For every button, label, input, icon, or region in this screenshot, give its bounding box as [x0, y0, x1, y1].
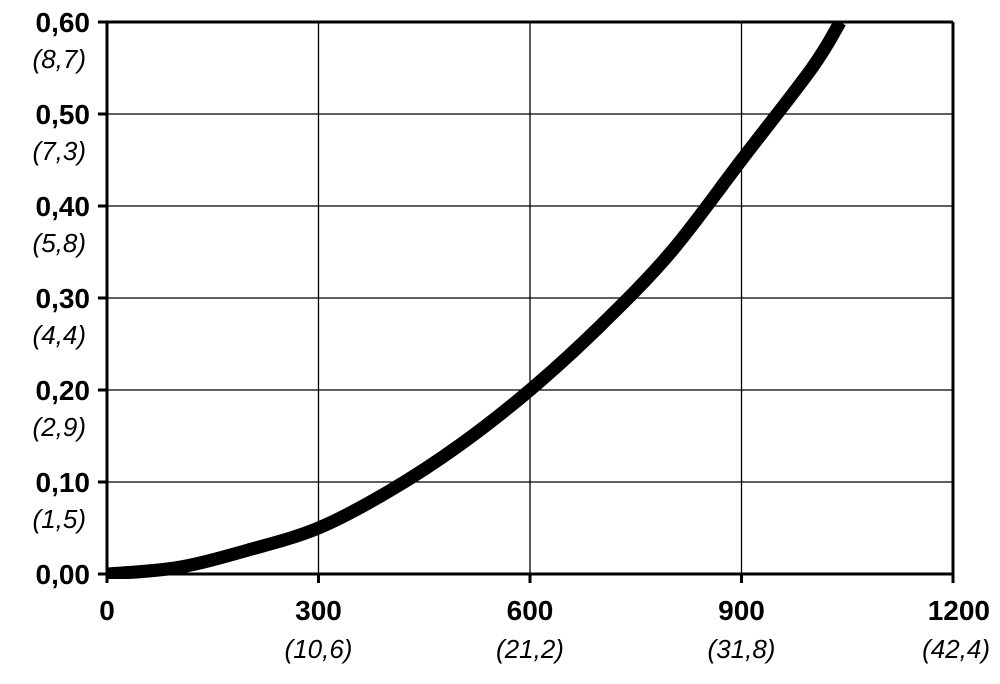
x-tick-sublabel: (42,4) [922, 634, 990, 664]
y-tick-sublabel: (5,8) [33, 228, 86, 258]
x-tick-label: 1200 [928, 595, 990, 626]
y-axis-ticks: 0,00 0,10 (1,5) 0,20 (2,9) 0,30 (4,4) 0,40 (5,8)… [33, 7, 107, 590]
y-tick-label: 0,00 [36, 559, 91, 590]
series-line [107, 21, 846, 579]
y-tick-sublabel: (1,5) [33, 504, 86, 534]
x-tick-sublabel: (21,2) [496, 634, 564, 664]
x-tick-label: 300 [295, 595, 342, 626]
y-tick-label: 0,60 [36, 7, 91, 38]
x-tick-label: 0 [99, 595, 115, 626]
grid [107, 22, 953, 574]
y-tick-sublabel: (7,3) [33, 136, 86, 166]
y-tick-sublabel: (2,9) [33, 412, 86, 442]
y-tick-label: 0,10 [36, 467, 91, 498]
x-tick-label: 600 [507, 595, 554, 626]
y-tick-sublabel: (4,4) [33, 320, 86, 350]
y-tick-sublabel: (8,7) [33, 44, 86, 74]
series-layer [107, 21, 846, 579]
x-tick-sublabel: (10,6) [285, 634, 353, 664]
y-tick-label: 0,50 [36, 99, 91, 130]
x-tick-label: 900 [718, 595, 765, 626]
y-tick-label: 0,40 [36, 191, 91, 222]
x-tick-sublabel: (31,8) [708, 634, 776, 664]
x-axis-ticks: 0 300 (10,6) 600 (21,2) 900 (31,8) 1200 (42,4) [99, 574, 990, 664]
y-tick-label: 0,30 [36, 283, 91, 314]
y-tick-label: 0,20 [36, 375, 91, 406]
